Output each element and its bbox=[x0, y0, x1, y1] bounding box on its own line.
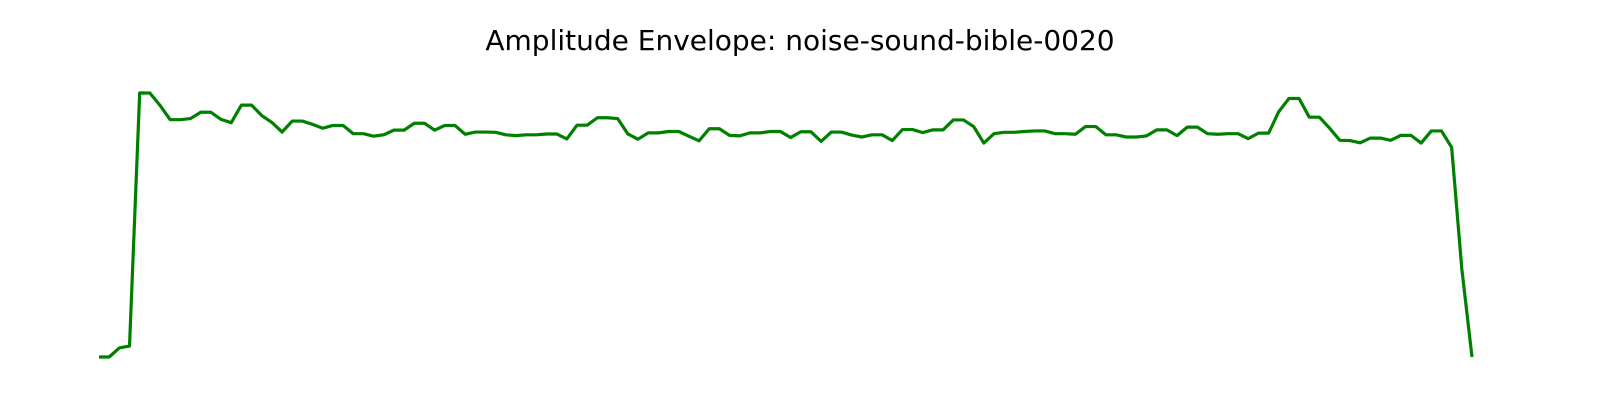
series-layer bbox=[99, 91, 1474, 359]
envelope-line-series-0 bbox=[99, 91, 1474, 359]
chart-title: Amplitude Envelope: noise-sound-bible-00… bbox=[485, 24, 1115, 57]
